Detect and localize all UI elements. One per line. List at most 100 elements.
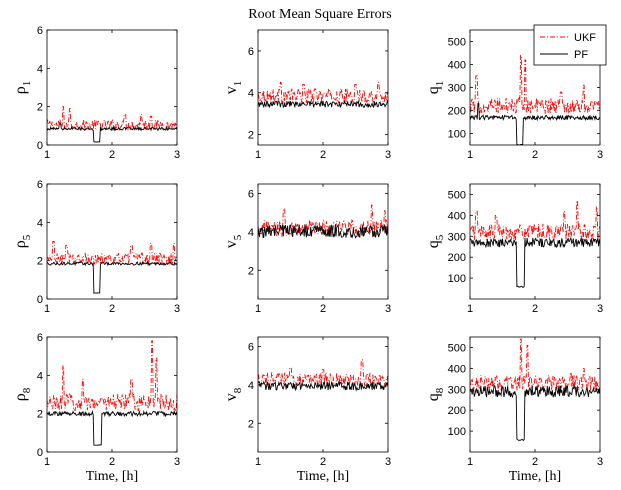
y-axis-label: v1 xyxy=(223,81,244,95)
series-ukf-line xyxy=(470,54,600,115)
y-tick-label: 0 xyxy=(37,140,43,152)
x-tick-label: 1 xyxy=(44,456,50,468)
x-tick-label: 1 xyxy=(255,149,261,161)
x-tick-label: 3 xyxy=(385,456,391,468)
subplot-v8: 1 2 3 2 4 6 v8 Time, [h] xyxy=(223,336,391,484)
y-tick-label: 200 xyxy=(448,252,466,264)
x-tick-label: 3 xyxy=(597,456,603,468)
y-tick-label: 2 xyxy=(37,256,43,268)
chart-title: Root Mean Square Errors xyxy=(248,7,391,22)
x-tick-label: 1 xyxy=(467,303,473,315)
subplot-ρ5: 1 2 3 0 2 4 6 ρ5 xyxy=(12,179,180,315)
y-axis-label: ρ5 xyxy=(12,234,33,248)
y-tick-label: 100 xyxy=(448,273,466,285)
x-tick-label: 2 xyxy=(532,303,538,315)
legend: UKF PF xyxy=(533,24,607,66)
series-ukf-line xyxy=(258,81,388,105)
plot-frame xyxy=(257,183,389,300)
y-tick-label: 2 xyxy=(248,265,254,277)
x-axis-label: Time, [h] xyxy=(509,469,561,484)
x-tick-label: 3 xyxy=(174,303,180,315)
x-tick-label: 2 xyxy=(320,456,326,468)
x-axis-label: Time, [h] xyxy=(86,469,138,484)
y-tick-label: 400 xyxy=(448,210,466,222)
y-tick-label: 4 xyxy=(248,380,254,392)
plot-frame xyxy=(46,183,178,300)
subplot-q8: 1 2 3 100 200 300 400 500 q8 Time, [h] xyxy=(425,336,603,484)
y-tick-label: 2 xyxy=(248,418,254,430)
y-tick-label: 500 xyxy=(448,37,466,49)
series-ukf-line xyxy=(47,340,177,412)
x-tick-label: 3 xyxy=(385,149,391,161)
y-tick-label: 6 xyxy=(248,46,254,58)
y-tick-label: 6 xyxy=(248,342,254,354)
series-ukf-line xyxy=(47,241,177,266)
x-tick-label: 1 xyxy=(467,149,473,161)
series-ukf-line xyxy=(258,359,388,388)
series-pf-line xyxy=(470,237,600,288)
series-pf-line xyxy=(470,384,600,442)
y-tick-label: 400 xyxy=(448,363,466,375)
x-tick-label: 3 xyxy=(174,149,180,161)
subplot-v5: 1 2 3 2 4 6 v5 xyxy=(223,183,391,315)
x-axis-label: Time, [h] xyxy=(297,469,349,484)
y-tick-label: 300 xyxy=(448,83,466,95)
series-pf-line xyxy=(47,123,177,143)
y-tick-label: 2 xyxy=(37,409,43,421)
subplot-ρ8: 1 2 3 0 2 4 6 ρ8 Time, [h] xyxy=(12,332,180,484)
x-tick-label: 2 xyxy=(320,303,326,315)
legend-label-ukf: UKF xyxy=(574,32,596,44)
y-tick-label: 6 xyxy=(248,189,254,201)
y-tick-label: 2 xyxy=(37,102,43,114)
y-tick-label: 2 xyxy=(248,130,254,142)
y-tick-label: 300 xyxy=(448,384,466,396)
series-pf-line xyxy=(258,223,388,239)
y-tick-label: 500 xyxy=(448,342,466,354)
y-tick-label: 500 xyxy=(448,189,466,201)
x-tick-label: 1 xyxy=(467,456,473,468)
y-tick-label: 6 xyxy=(37,179,43,191)
series-ukf-line xyxy=(47,106,177,132)
x-tick-label: 2 xyxy=(109,149,115,161)
x-tick-label: 2 xyxy=(109,456,115,468)
series-ukf-line xyxy=(470,200,600,242)
y-tick-label: 4 xyxy=(37,370,43,382)
y-tick-label: 0 xyxy=(37,447,43,459)
x-tick-label: 3 xyxy=(385,303,391,315)
x-tick-label: 2 xyxy=(320,149,326,161)
y-tick-label: 6 xyxy=(37,332,43,344)
y-tick-label: 4 xyxy=(248,88,254,100)
plot-frame xyxy=(257,29,389,146)
series-pf-line xyxy=(258,99,388,109)
x-tick-label: 1 xyxy=(44,303,50,315)
subplot-ρ1: 1 2 3 0 2 4 6 ρ1 xyxy=(12,25,180,161)
y-axis-label: ρ8 xyxy=(12,387,33,401)
plot-frame xyxy=(257,336,389,453)
y-axis-label: v8 xyxy=(223,387,244,401)
x-tick-label: 1 xyxy=(255,303,261,315)
y-tick-label: 4 xyxy=(248,227,254,239)
y-tick-label: 200 xyxy=(448,106,466,118)
x-tick-label: 2 xyxy=(532,149,538,161)
y-tick-label: 4 xyxy=(37,217,43,229)
x-tick-label: 1 xyxy=(44,149,50,161)
series-pf-line xyxy=(470,103,600,145)
y-axis-label: ρ1 xyxy=(12,81,33,94)
x-tick-label: 3 xyxy=(174,456,180,468)
y-axis-label: q1 xyxy=(425,81,446,95)
y-tick-label: 400 xyxy=(448,60,466,72)
y-tick-label: 200 xyxy=(448,405,466,417)
series-ukf-line xyxy=(470,338,600,392)
x-tick-label: 2 xyxy=(532,456,538,468)
series-pf-line xyxy=(258,380,388,392)
y-tick-label: 100 xyxy=(448,129,466,141)
y-tick-label: 4 xyxy=(37,63,43,75)
x-tick-label: 1 xyxy=(255,456,261,468)
series-pf-line xyxy=(47,260,177,294)
y-axis-label: q5 xyxy=(425,234,446,248)
y-tick-label: 300 xyxy=(448,231,466,243)
legend-label-pf: PF xyxy=(574,49,588,61)
